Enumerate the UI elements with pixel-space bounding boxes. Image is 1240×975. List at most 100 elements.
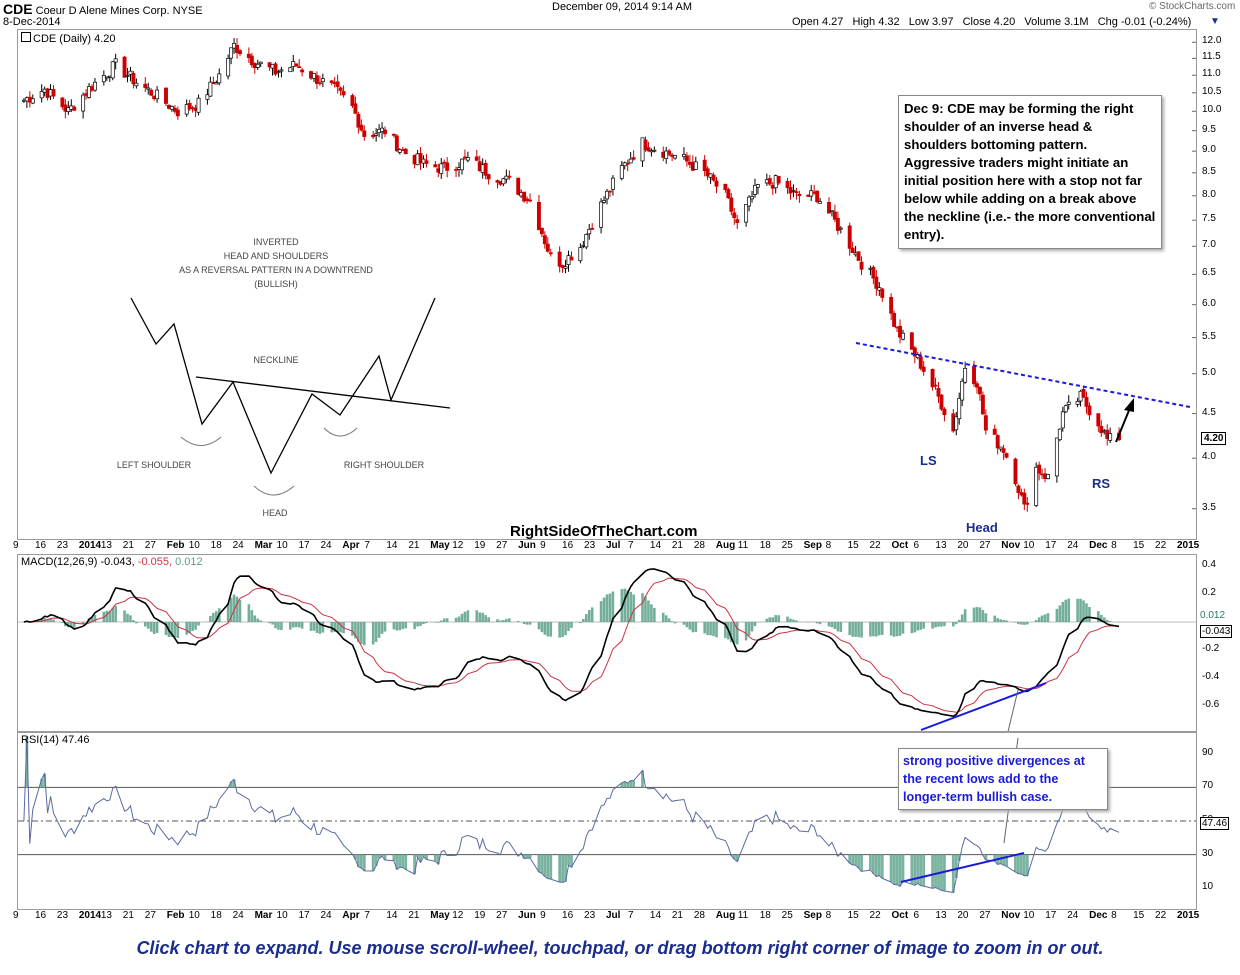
macd-hist-bar <box>238 599 242 622</box>
macd-hist-bar <box>484 615 487 622</box>
rsi-oversold-fill <box>889 854 893 883</box>
diagram-arc-right <box>323 427 358 437</box>
candle-body <box>1099 425 1104 434</box>
rsi-oversold-fill <box>558 854 562 883</box>
rsi-oversold-fill <box>937 854 940 889</box>
candle-body <box>625 162 630 165</box>
candle-body <box>909 332 914 350</box>
candle-body <box>1066 401 1071 405</box>
price-tick-label: 6.5 <box>1202 267 1216 279</box>
candle-body <box>131 73 136 85</box>
macd-hist-bar <box>404 622 408 629</box>
candle-body <box>175 109 180 117</box>
macd-hist-bar <box>333 622 336 632</box>
macd-hist-bar <box>753 622 757 627</box>
rsi-oversold-fill <box>735 854 739 862</box>
rsi-oversold-fill <box>848 854 852 864</box>
x-tick-label: 18 <box>210 540 222 551</box>
macd-hist-bar <box>374 622 378 642</box>
price-y-axis: 12.0 11.5 11.0 10.5 10.0 9.5 9.0 8.5 8.0 7.5 7.0 6.… <box>1198 29 1240 540</box>
macd-legend: MACD(12,26,9) -0.043, -0.055, 0.012 <box>21 556 203 568</box>
x-tick-label: 25 <box>781 540 793 551</box>
macd-hist-bar <box>922 622 925 629</box>
candle-body <box>1087 405 1092 416</box>
macd-hist-bar <box>747 622 751 636</box>
candle-body <box>602 200 606 203</box>
rsi-oversold-fill <box>413 854 417 875</box>
macd-hist-bar <box>496 619 499 622</box>
macd-hist-bar <box>516 621 520 622</box>
label-head: Head <box>966 520 998 535</box>
candle-body <box>81 94 86 112</box>
candle-body <box>729 197 734 212</box>
rsi-oversold-fill <box>380 854 384 857</box>
x-tick-label: 13 <box>100 540 112 551</box>
x-tick-label: 10 <box>1023 540 1035 551</box>
macd-hist-bar <box>587 610 591 622</box>
macd-hist-bar <box>173 622 177 638</box>
macd-hist-bar <box>434 622 437 623</box>
candle-body <box>93 81 97 91</box>
macd-hist-bar <box>836 622 840 632</box>
diagram-neckline-label: NECKLINE <box>253 355 298 365</box>
macd-hist-bar <box>170 622 174 638</box>
x-tick-label: 13 <box>935 910 947 921</box>
company-name: Coeur D Alene Mines Corp. <box>35 5 170 17</box>
macd-hist-bar <box>253 615 257 622</box>
candle-body <box>528 199 532 202</box>
candle-body <box>776 175 781 184</box>
rsi-oversold-fill <box>383 854 387 861</box>
macd-hist-bar <box>67 622 70 628</box>
macd-hist-bar <box>546 622 550 637</box>
candle-body <box>1096 413 1101 427</box>
macd-hist-bar <box>694 622 698 633</box>
macd-hist-bar <box>188 622 191 633</box>
macd-line <box>23 568 1120 718</box>
candle-body <box>797 193 802 197</box>
macd-hist-bar <box>1020 622 1023 625</box>
candle-body <box>394 135 399 152</box>
candle-body <box>297 66 302 69</box>
macd-hist-bar <box>771 617 775 622</box>
candle-body <box>314 75 319 84</box>
candle-body <box>711 174 716 181</box>
rsi-line <box>23 736 1120 894</box>
macd-hist-bar <box>792 619 795 622</box>
macd-hist-bar <box>765 618 769 622</box>
candle-body <box>39 91 44 99</box>
macd-hist-bar <box>706 622 709 636</box>
x-axis-bottom: 9 16 23 2014 13 21 27 Feb 10 18 24 Mar 10 17 24 Apr 7 14 2… <box>13 910 1199 924</box>
candle-body <box>539 227 544 235</box>
diagram-left-label: LEFT SHOULDER <box>117 460 192 470</box>
macd-hist-bar <box>309 622 313 631</box>
macd-histogram <box>25 588 1121 646</box>
rsi-oversold-fill <box>356 854 360 867</box>
x-tick-label: Jun <box>518 910 536 921</box>
price-tick-label: 7.5 <box>1202 213 1216 225</box>
rsi-tick-label: 70 <box>1202 780 1214 792</box>
candle-body <box>143 83 148 88</box>
x-tick-label: Jul <box>605 910 621 921</box>
x-tick-label: 10 <box>276 540 288 551</box>
x-tick-label: 7 <box>627 540 634 551</box>
price-tick-label: 8.0 <box>1202 188 1216 200</box>
macd-hist-bar <box>960 614 964 622</box>
breakout-arrowhead <box>1124 398 1134 412</box>
candle-body <box>460 158 464 171</box>
candle-body <box>1054 437 1059 477</box>
macd-hist-bar <box>889 622 893 636</box>
rsi-oversold-fill <box>567 854 570 866</box>
x-tick-label: Feb <box>166 910 185 921</box>
macd-hist-bar <box>561 622 564 637</box>
macd-hist-bar <box>848 622 852 636</box>
macd-hist-bar <box>851 622 854 637</box>
candle-body <box>827 202 831 214</box>
macd-hist-bar <box>176 622 180 638</box>
dropdown-arrow-icon[interactable]: ▼ <box>1210 16 1220 27</box>
macd-hist-bar <box>436 622 440 623</box>
macd-value-tag: -0.043 <box>1200 625 1233 639</box>
macd-hist-bar <box>1017 622 1020 625</box>
rsi-tick-label: 30 <box>1202 847 1214 859</box>
macd-hist-bar <box>1105 619 1109 622</box>
macd-hist-bar <box>685 622 689 628</box>
